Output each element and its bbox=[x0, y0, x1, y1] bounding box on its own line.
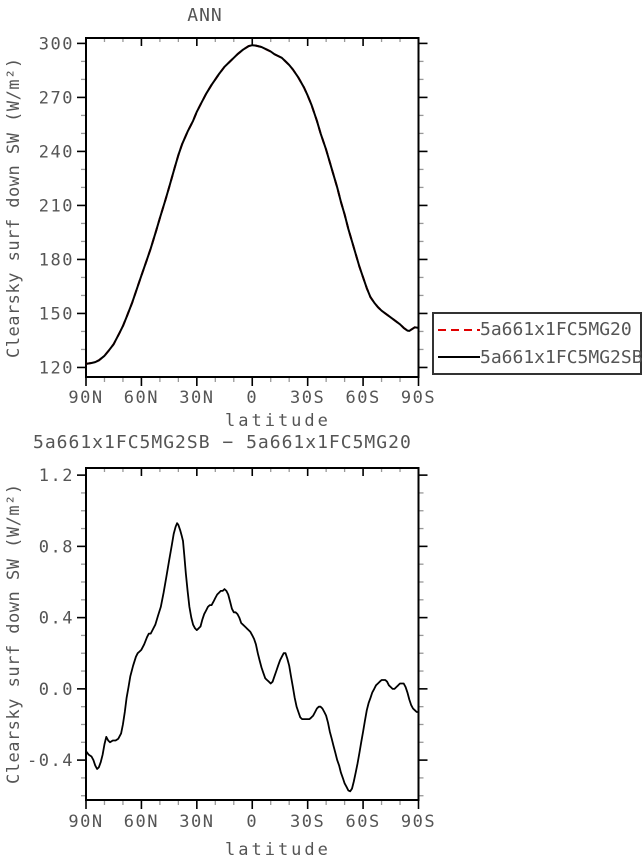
x-tick-label: 90S bbox=[401, 812, 436, 832]
bottom-chart-title: 5a661x1FC5MG2SB − 5a661x1FC5MG20 bbox=[33, 432, 412, 453]
x-tick-label: 0 bbox=[246, 812, 258, 832]
top-x-axis-label: latitude bbox=[225, 411, 331, 431]
top-y-axis-label: Clearsky surf down SW (W/m²) bbox=[4, 57, 24, 358]
x-tick-label: 90S bbox=[401, 388, 436, 408]
x-tick-label: 30S bbox=[290, 812, 325, 832]
x-tick-label: 60S bbox=[345, 812, 380, 832]
legend-box: 5a661x1FC5MG20 5a661x1FC5MG2SB bbox=[432, 312, 643, 375]
y-tick-label: 270 bbox=[39, 88, 74, 108]
y-tick-label: 300 bbox=[39, 34, 74, 54]
plot-box bbox=[85, 467, 420, 801]
x-tick-label: 30S bbox=[290, 388, 325, 408]
x-tick-label: 60N bbox=[124, 388, 159, 408]
y-tick-label: 210 bbox=[39, 196, 74, 216]
legend-dashed-line-swatch bbox=[438, 328, 480, 331]
y-tick-label: 240 bbox=[39, 142, 74, 162]
plot-box bbox=[85, 37, 420, 378]
series-line-5a661x1fc5mg2sb bbox=[85, 44, 419, 365]
y-tick-label: 1.2 bbox=[39, 466, 74, 486]
x-tick-label: 90N bbox=[68, 388, 103, 408]
legend-label-mg20: 5a661x1FC5MG20 bbox=[480, 319, 632, 341]
series-line-5a661x1fc5mg20 bbox=[85, 44, 419, 365]
x-tick-label: 30N bbox=[179, 388, 214, 408]
top-chart-title: ANN bbox=[187, 5, 223, 26]
legend-label-mg2sb: 5a661x1FC5MG2SB bbox=[480, 346, 643, 368]
legend-entry-mg2sb: 5a661x1FC5MG2SB bbox=[438, 344, 643, 370]
x-tick-label: 60N bbox=[124, 812, 159, 832]
y-tick-label: 150 bbox=[39, 304, 74, 324]
x-tick-label: 30N bbox=[179, 812, 214, 832]
y-tick-label: 0.4 bbox=[39, 609, 74, 629]
bottom-x-axis-label: latitude bbox=[225, 840, 331, 860]
bottom-y-axis-label: Clearsky surf down SW (W/m²) bbox=[4, 483, 24, 785]
x-tick-label: 60S bbox=[345, 388, 380, 408]
y-tick-label: 120 bbox=[39, 358, 74, 378]
series-line-5a661x1fc5mg2sb-minus-5a661x1fc5mg20 bbox=[85, 522, 419, 793]
legend-entry-mg20: 5a661x1FC5MG20 bbox=[438, 317, 640, 343]
y-tick-label: -0.4 bbox=[27, 751, 74, 771]
x-tick-label: 90N bbox=[68, 812, 103, 832]
y-tick-label: 0.8 bbox=[39, 537, 74, 557]
y-tick-label: 180 bbox=[39, 250, 74, 270]
legend-solid-line-swatch bbox=[438, 356, 480, 359]
x-tick-label: 0 bbox=[246, 388, 258, 408]
y-tick-label: 0.0 bbox=[39, 680, 74, 700]
